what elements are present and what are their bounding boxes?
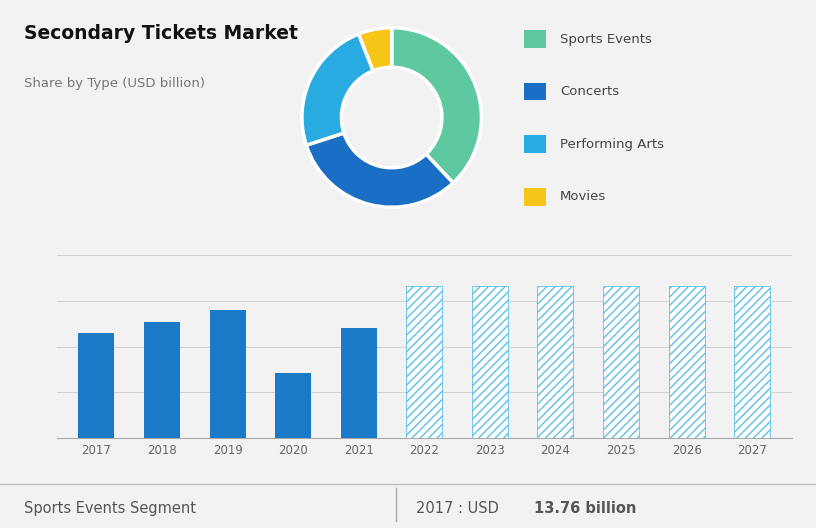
Text: Secondary Tickets Market: Secondary Tickets Market xyxy=(24,24,299,43)
Bar xyxy=(144,322,180,438)
FancyBboxPatch shape xyxy=(524,30,546,48)
Text: Performing Arts: Performing Arts xyxy=(560,138,663,150)
Text: Concerts: Concerts xyxy=(560,85,619,98)
Bar xyxy=(734,286,770,438)
FancyBboxPatch shape xyxy=(524,188,546,205)
Wedge shape xyxy=(392,27,481,183)
Text: 13.76 billion: 13.76 billion xyxy=(534,501,636,515)
Wedge shape xyxy=(302,34,373,145)
Bar xyxy=(210,310,246,438)
Text: 2017 : USD: 2017 : USD xyxy=(416,501,503,515)
Bar xyxy=(275,373,311,438)
Text: Movies: Movies xyxy=(560,190,606,203)
Wedge shape xyxy=(306,133,453,207)
Text: Share by Type (USD billion): Share by Type (USD billion) xyxy=(24,77,206,90)
Bar xyxy=(668,286,705,438)
Bar xyxy=(406,286,442,438)
Text: Sports Events Segment: Sports Events Segment xyxy=(24,501,197,515)
Bar xyxy=(78,333,114,438)
Bar xyxy=(538,286,574,438)
Bar xyxy=(341,327,377,438)
Text: Sports Events: Sports Events xyxy=(560,33,652,45)
FancyBboxPatch shape xyxy=(524,136,546,153)
Bar xyxy=(472,286,508,438)
FancyBboxPatch shape xyxy=(524,83,546,100)
Wedge shape xyxy=(359,27,392,71)
Bar xyxy=(603,286,639,438)
